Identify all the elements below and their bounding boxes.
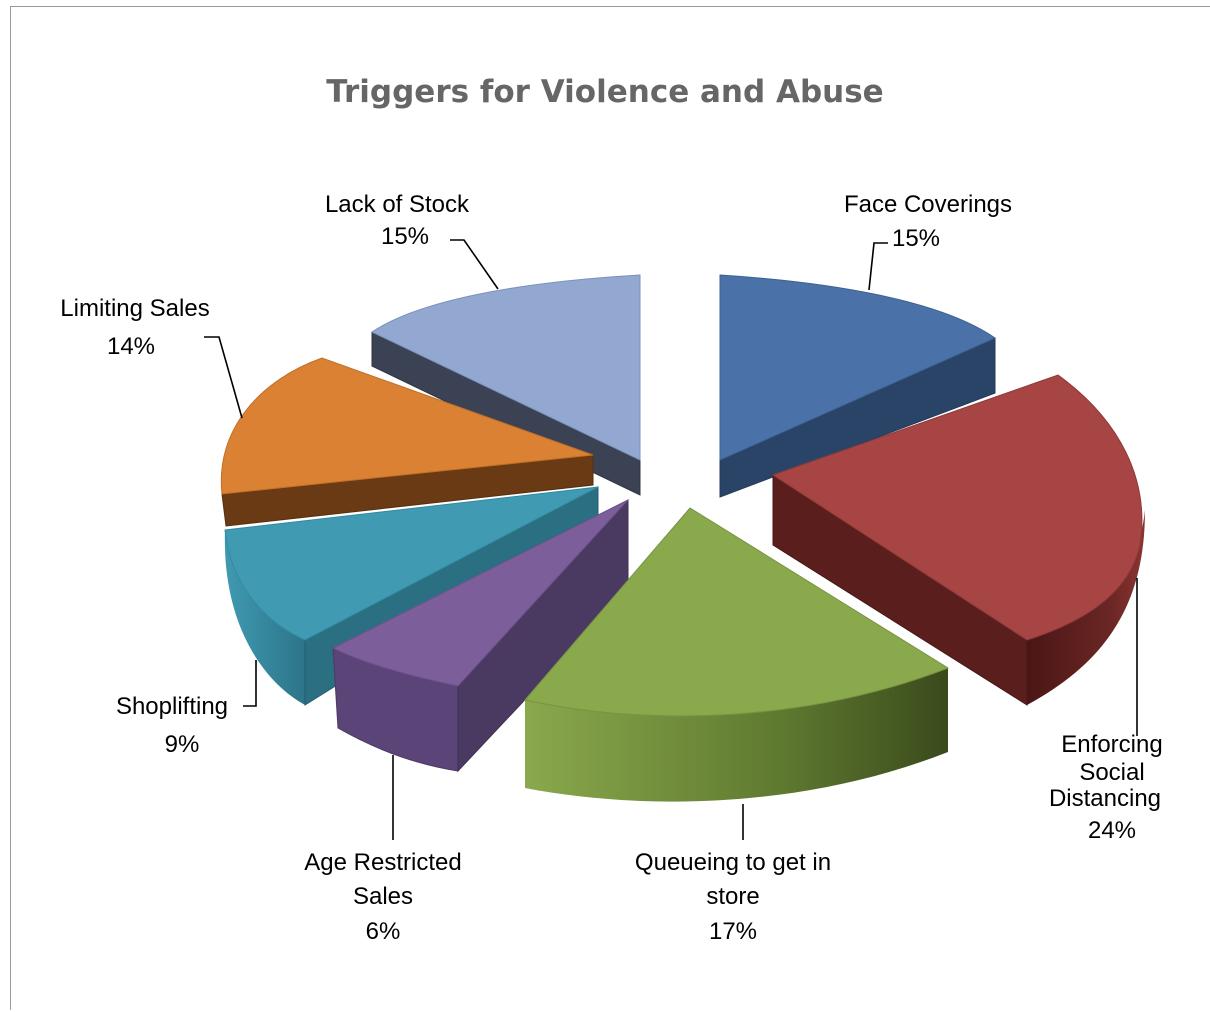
- slice-label-face-coverings: Face Coverings 15%: [844, 191, 1012, 252]
- slice-age-restricted-sales: [331, 498, 629, 773]
- leader-line-limiting-sales: [204, 336, 243, 419]
- slice-percent: 24%: [1088, 817, 1136, 844]
- slice-name-line-2: Sales: [353, 883, 413, 910]
- leader-line-face-coverings: [868, 242, 888, 291]
- slice-percent: 15%: [892, 225, 940, 252]
- slice-name: Lack of Stock: [325, 191, 470, 218]
- slice-percent: 14%: [107, 333, 155, 360]
- slice-name: Shoplifting: [116, 693, 228, 720]
- slice-queueing-to-get-in-store: [524, 507, 950, 802]
- slice-label-lack-of-stock: Lack of Stock 15%: [325, 191, 470, 250]
- slice-percent: 17%: [709, 918, 757, 945]
- slice-name-line-1: Enforcing: [1061, 731, 1162, 758]
- slice-label-age-restricted-sales: Age Restricted Sales 6%: [304, 849, 461, 945]
- slice-percent: 6%: [366, 918, 401, 945]
- slice-name: Face Coverings: [844, 191, 1012, 218]
- slice-label-queueing-to-get-in-store: Queueing to get in store 17%: [635, 849, 831, 945]
- slice-name-line-1: Age Restricted: [304, 849, 461, 876]
- slice-name: Limiting Sales: [60, 295, 209, 322]
- slice-label-enforcing-social-distancing: Enforcing Social Distancing 24%: [1049, 731, 1163, 844]
- slice-name-line-2: store: [706, 883, 759, 910]
- leader-line-lack-of-stock: [450, 239, 499, 290]
- slice-name-line-1: Queueing to get in: [635, 849, 831, 876]
- slice-percent: 9%: [165, 731, 200, 758]
- slice-label-limiting-sales: Limiting Sales 14%: [60, 295, 209, 360]
- slice-face-coverings: [719, 274, 997, 498]
- slice-name-line-2: Social: [1079, 759, 1144, 786]
- slice-limiting-sales: [220, 357, 594, 527]
- slice-name-line-3: Distancing: [1049, 785, 1161, 812]
- slice-label-shoplifting: Shoplifting 9%: [116, 693, 228, 758]
- slice-percent: 15%: [381, 223, 429, 250]
- slice-enforcing-social-distancing: [771, 374, 1145, 706]
- leader-line-shoplifting: [243, 660, 257, 707]
- chart-title: Triggers for Violence and Abuse: [326, 74, 883, 110]
